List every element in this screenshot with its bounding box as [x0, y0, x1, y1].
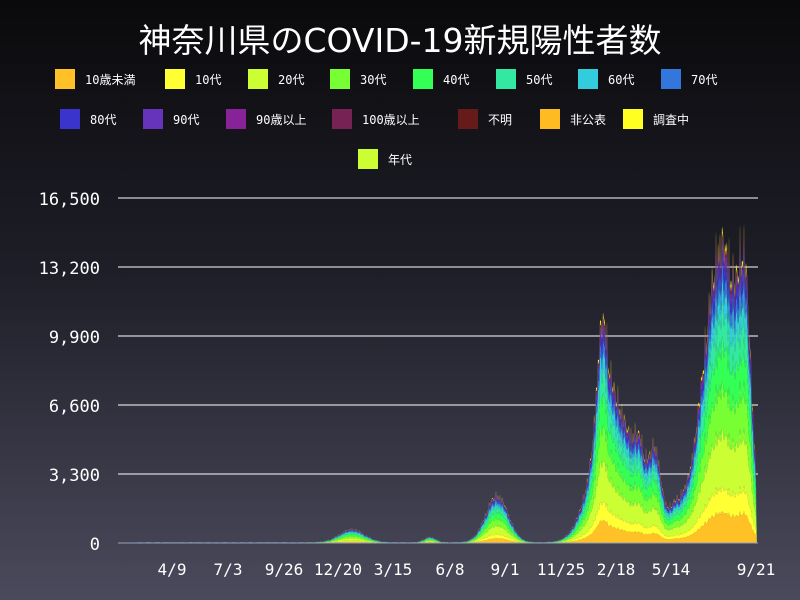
legend-label: 60代: [608, 72, 635, 87]
legend: 10歳未満 10代 20代 30代 40代 50代 60代 70代 80代 90代 90歳以上 100…: [0, 0, 800, 180]
x-tick-label: 9/21: [737, 560, 776, 579]
x-tick-label: 9/26: [265, 560, 304, 579]
x-tick-label: 6/8: [436, 560, 465, 579]
legend-item: 70代: [661, 68, 717, 90]
stacked-areas: [134, 223, 758, 544]
x-tick-label: 7/3: [214, 560, 243, 579]
area-series-12: [134, 231, 758, 543]
legend-item: 60代: [578, 68, 634, 90]
legend-label: 90歳以上: [256, 112, 307, 127]
legend-swatch: [661, 69, 681, 89]
legend-item: 不明: [458, 108, 512, 130]
legend-swatch: [332, 109, 352, 129]
legend-label: 90代: [173, 112, 200, 127]
legend-item: 調査中: [623, 108, 689, 130]
legend-item: 90代: [143, 108, 199, 130]
legend-swatch: [496, 69, 516, 89]
legend-item: 50代: [496, 68, 552, 90]
legend-swatch: [458, 109, 478, 129]
area-series-1: [134, 510, 758, 543]
legend-item: 80代: [60, 108, 116, 130]
x-tick-label: 2/18: [597, 560, 636, 579]
legend-swatch: [330, 69, 350, 89]
legend-item: 10歳未満: [55, 68, 135, 90]
legend-swatch: [226, 109, 246, 129]
area-series-10: [134, 238, 758, 543]
area-series-15: [134, 223, 758, 543]
y-tick-label: 9,900: [49, 328, 100, 348]
x-tick-label: 9/1: [491, 560, 520, 579]
legend-label: 50代: [526, 72, 553, 87]
legend-item: 年代: [358, 148, 412, 170]
y-tick-label: 3,300: [49, 466, 100, 486]
legend-swatch: [358, 149, 378, 169]
legend-label: 調査中: [653, 112, 690, 127]
legend-swatch: [578, 69, 598, 89]
grid-lines: 0 3,300 6,600 9,900 13,200 16,500: [39, 190, 758, 555]
y-tick-label: 6,600: [49, 397, 100, 417]
x-tick-label: 3/15: [374, 560, 413, 579]
x-tick-label: 4/9: [158, 560, 187, 579]
legend-label: 不明: [488, 112, 513, 127]
x-tick-label: 12/20: [314, 560, 362, 579]
legend-item: 100歳以上: [332, 108, 420, 130]
legend-label: 40代: [443, 72, 470, 87]
legend-swatch: [248, 69, 268, 89]
legend-label: 非公表: [570, 112, 607, 127]
area-series-9: [134, 247, 758, 544]
y-tick-label: 13,200: [39, 259, 100, 279]
legend-label: 100歳以上: [362, 112, 420, 127]
y-tick-label: 0: [90, 535, 100, 555]
axes: 4/9 7/3 9/26 12/20 3/15 6/8 9/1 11/25 2/18 5/14 9/…: [118, 542, 776, 579]
legend-item: 40代: [413, 68, 469, 90]
area-series-13: [134, 230, 758, 543]
legend-label: 20代: [278, 72, 305, 87]
legend-label: 10代: [195, 72, 222, 87]
legend-swatch: [623, 109, 643, 129]
chart-title: 神奈川県のCOVID-19新規陽性者数: [138, 21, 662, 60]
legend-item: 20代: [248, 68, 304, 90]
legend-swatch: [413, 69, 433, 89]
area-series-14: [134, 226, 758, 543]
x-tick-label: 11/25: [537, 560, 585, 579]
legend-item: 90歳以上: [226, 108, 306, 130]
legend-label: 80代: [90, 112, 117, 127]
y-tick-label: 16,500: [39, 190, 100, 210]
legend-swatch: [540, 109, 560, 129]
legend-swatch: [55, 69, 75, 89]
legend-swatch: [60, 109, 80, 129]
legend-swatch: [143, 109, 163, 129]
legend-item: 10代: [165, 68, 221, 90]
legend-swatch: [165, 69, 185, 89]
x-tick-label: 5/14: [652, 560, 691, 579]
legend-label: 70代: [691, 72, 718, 87]
area-series-11: [134, 233, 758, 544]
legend-item: 30代: [330, 68, 386, 90]
legend-label: 年代: [388, 152, 413, 167]
legend-item: 非公表: [540, 108, 606, 130]
legend-label: 30代: [360, 72, 387, 87]
legend-label: 10歳未満: [85, 72, 136, 87]
